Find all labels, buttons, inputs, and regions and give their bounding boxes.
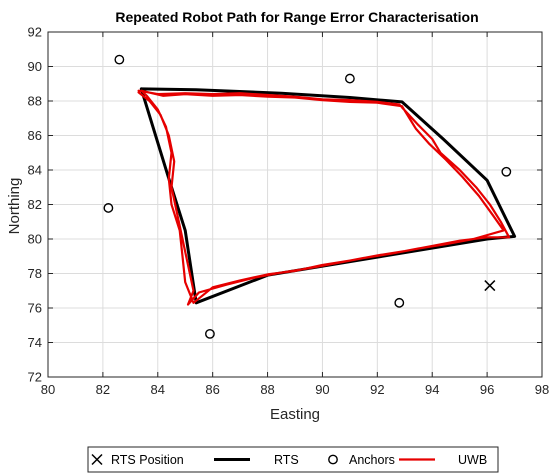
x-tick-label: 82 bbox=[96, 382, 110, 397]
x-tick-label: 96 bbox=[480, 382, 494, 397]
legend-symbol bbox=[328, 454, 338, 465]
y-tick-label: 76 bbox=[28, 301, 42, 316]
legend-symbol bbox=[91, 453, 103, 466]
legend-label: Anchors bbox=[349, 453, 395, 467]
x-marker-stroke bbox=[91, 453, 103, 466]
legend-label: RTS bbox=[274, 453, 299, 467]
legend-item-uwb: UWB bbox=[399, 453, 487, 467]
x-marker-stroke bbox=[484, 280, 496, 292]
series-rts-line bbox=[139, 87, 517, 305]
y-tick-label: 78 bbox=[28, 266, 42, 281]
series-uwb-line bbox=[137, 89, 511, 306]
y-tick-label: 88 bbox=[28, 94, 42, 109]
anchor-point bbox=[394, 297, 405, 308]
anchor-point bbox=[103, 203, 114, 213]
y-tick-label: 74 bbox=[28, 335, 42, 350]
x-tick-label: 88 bbox=[260, 382, 274, 397]
legend-label: RTS Position bbox=[111, 453, 184, 467]
y-tick-label: 72 bbox=[28, 370, 42, 385]
legend-item-rts: RTS bbox=[214, 453, 299, 467]
y-tick-label: 92 bbox=[28, 25, 42, 40]
anchor-point bbox=[501, 166, 512, 177]
rts-position-point bbox=[484, 280, 496, 292]
chart-title: Repeated Robot Path for Range Error Char… bbox=[115, 9, 478, 25]
x-tick-label: 98 bbox=[535, 382, 549, 397]
anchor-point bbox=[114, 54, 125, 65]
grid bbox=[47, 31, 543, 378]
x-tick-label: 86 bbox=[205, 382, 219, 397]
x-tick-label: 84 bbox=[151, 382, 165, 397]
x-axis-label: Easting bbox=[270, 406, 320, 423]
y-axis-label: Northing bbox=[6, 178, 23, 235]
legend-item-anchors: Anchors bbox=[328, 453, 395, 467]
y-tick-label: 90 bbox=[28, 59, 42, 74]
x-tick-label: 92 bbox=[370, 382, 384, 397]
plot-series bbox=[103, 54, 517, 339]
y-tick-label: 80 bbox=[28, 232, 42, 247]
axis-ticks: 80 82 84 86 88 90 92 94 96 98 72 74 76 78 80 82 84 86 88 90… bbox=[28, 25, 550, 398]
legend: RTS Position RTS Anchors UWB bbox=[87, 446, 499, 473]
anchor-point bbox=[344, 73, 355, 84]
legend-label: UWB bbox=[458, 453, 487, 467]
legend-item-rts-position: RTS Position bbox=[91, 453, 184, 467]
x-tick-label: 80 bbox=[41, 382, 55, 397]
y-tick-label: 82 bbox=[28, 197, 42, 212]
x-tick-label: 90 bbox=[315, 382, 329, 397]
x-tick-label: 94 bbox=[425, 382, 439, 397]
anchor-point bbox=[205, 328, 215, 339]
y-tick-label: 84 bbox=[28, 163, 42, 178]
y-tick-label: 86 bbox=[28, 128, 42, 143]
